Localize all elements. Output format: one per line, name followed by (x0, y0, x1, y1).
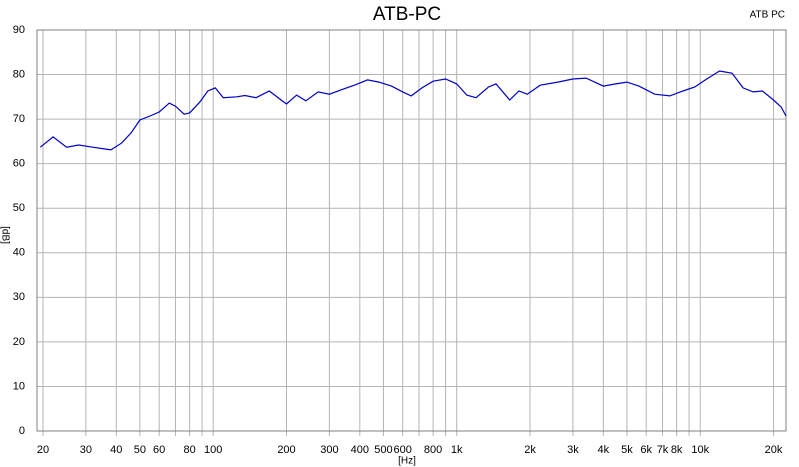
x-tick-label: 80 (183, 444, 195, 456)
x-tick-label: 100 (204, 444, 222, 456)
y-tick-label: 10 (13, 380, 25, 392)
x-tick-label: 8k (671, 444, 683, 456)
x-tick-label: 20 (37, 444, 49, 456)
chart-title: ATB-PC (373, 4, 441, 25)
y-tick-label: 20 (13, 336, 25, 348)
plot-frame (36, 29, 787, 432)
y-tick-label: 80 (13, 68, 25, 80)
x-tick-label: 30 (80, 444, 92, 456)
x-tick-label: 10k (691, 444, 709, 456)
x-tick-label: 3k (567, 444, 579, 456)
y-tick-label: 0 (19, 425, 25, 437)
x-axis-label: [Hz] (398, 456, 416, 467)
x-tick-label: 50 (134, 444, 146, 456)
x-tick-label: 20k (765, 444, 783, 456)
x-tick-label: 800 (424, 444, 442, 456)
y-tick-label: 60 (13, 158, 25, 170)
x-tick-label: 300 (320, 444, 338, 456)
response-line (39, 70, 787, 151)
corner-label: ATB PC (750, 10, 785, 21)
x-tick-label: 7k (657, 444, 669, 456)
y-tick-label: 70 (13, 113, 25, 125)
x-tick-label: 1k (451, 444, 463, 456)
x-tick-label: 60 (153, 444, 165, 456)
y-axis-label: [dB] (0, 226, 10, 244)
x-tick-label: 400 (351, 444, 369, 456)
x-tick-label: 200 (277, 444, 295, 456)
x-tick-label: 5k (621, 444, 633, 456)
x-tick-label: 600 (394, 444, 412, 456)
y-tick-label: 30 (13, 291, 25, 303)
x-tick-label: 2k (524, 444, 536, 456)
y-tick-label: 40 (13, 247, 25, 259)
x-tick-label: 6k (640, 444, 652, 456)
x-tick-label: 500 (374, 444, 392, 456)
y-tick-label: 90 (13, 24, 25, 36)
x-tick-label: 4k (598, 444, 610, 456)
x-tick-label: 40 (110, 444, 122, 456)
y-tick-label: 50 (13, 202, 25, 214)
